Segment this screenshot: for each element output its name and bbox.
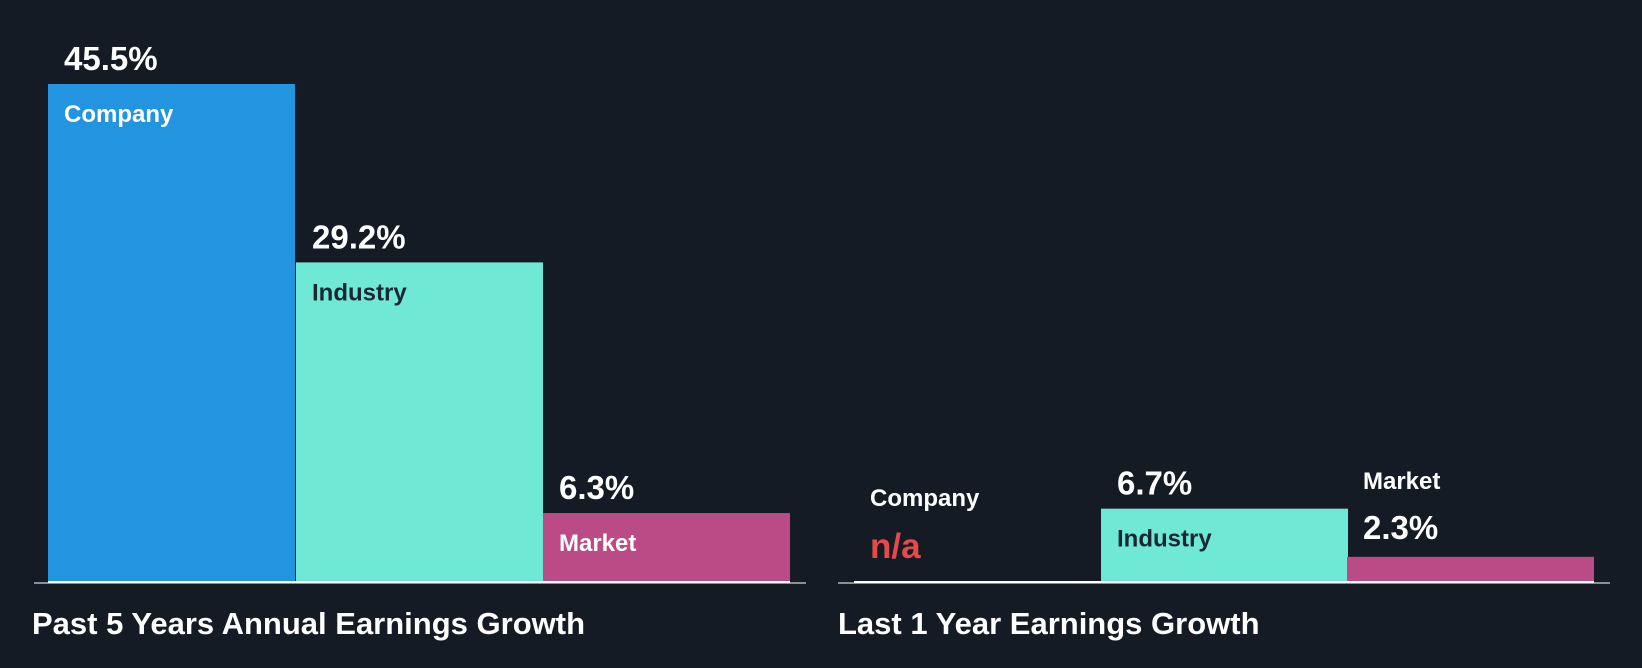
last-1-year-category-label-company: Company [870, 485, 980, 512]
past-5-years-bar-company [48, 84, 295, 582]
last-1-year-value-label-market: 2.3% [1363, 509, 1438, 546]
past-5-years-bar-market [543, 513, 790, 582]
last-1-year-value-label-company: n/a [870, 527, 921, 566]
past-5-years-bar-industry [296, 262, 543, 582]
past-5-years-category-label-market: Market [559, 530, 636, 557]
last-1-year-bar-market [1347, 556, 1594, 582]
past-5-years-category-label-industry: Industry [312, 279, 407, 306]
last-1-year-value-label-industry: 6.7% [1117, 465, 1192, 502]
past-5-years-value-label-company: 45.5% [64, 40, 158, 77]
past-5-years-category-label-company: Company [64, 101, 174, 128]
past-5-years-value-label-industry: 29.2% [312, 218, 406, 255]
chart-title-past-5-years: Past 5 Years Annual Earnings Growth [32, 606, 586, 641]
last-1-year-category-label-market: Market [1363, 468, 1440, 495]
last-1-year-category-label-industry: Industry [1117, 526, 1212, 553]
last-1-year-bar-industry [1101, 508, 1348, 582]
chart-title-last-1-year: Last 1 Year Earnings Growth [838, 606, 1260, 641]
past-5-years-value-label-market: 6.3% [559, 469, 634, 506]
